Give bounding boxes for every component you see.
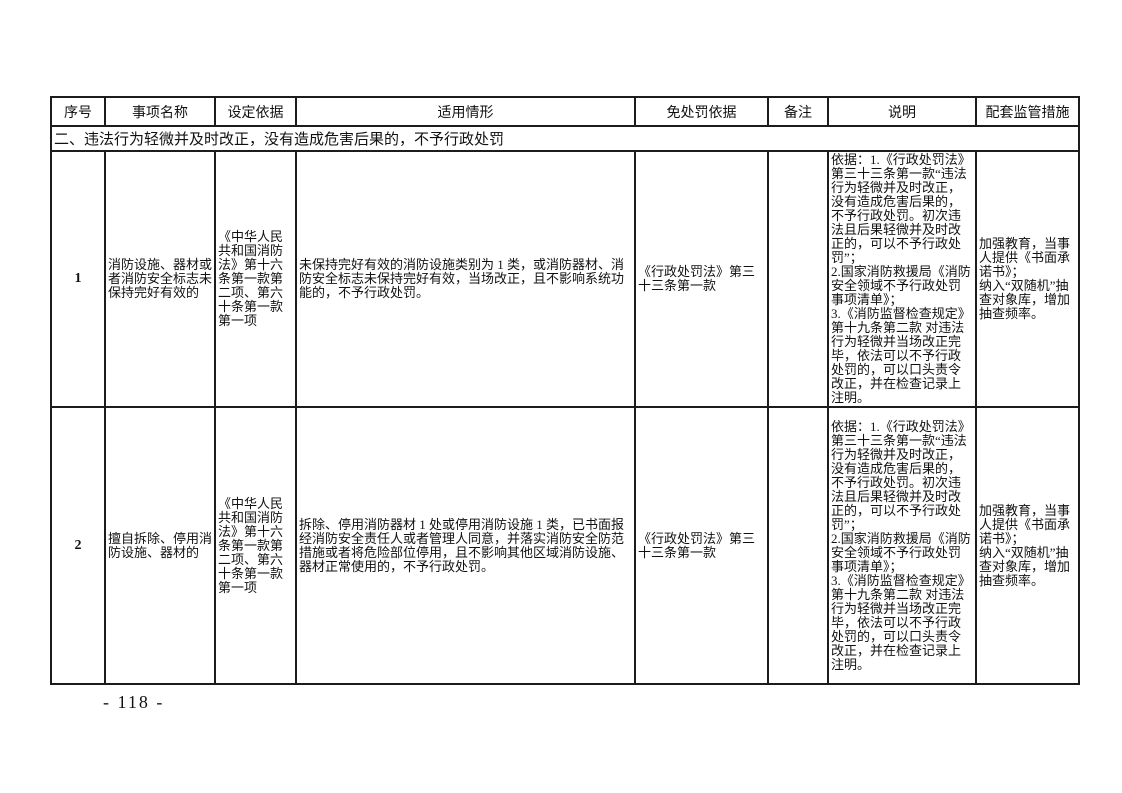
header-item-name: 事项名称 (104, 96, 216, 127)
header-explanation: 说明 (827, 96, 977, 127)
section-title: 二、违法行为轻微并及时改正，没有造成危害后果的，不予行政处罚 (50, 125, 1080, 152)
header-exemption-basis: 免处罚依据 (634, 96, 769, 127)
cell-item-name: 消防设施、器材或者消防安全标志未保持完好有效的 (104, 150, 216, 408)
cell-applicable-situation: 拆除、停用消防器材 1 处或停用消防设施 1 类，已书面报经消防安全责任人或者管… (295, 406, 636, 685)
section-title-row: 二、违法行为轻微并及时改正，没有造成危害后果的，不予行政处罚 (50, 125, 1080, 152)
page-number: - 118 - (103, 692, 165, 712)
cell-item-name: 擅自拆除、停用消防设施、器材的 (104, 406, 216, 685)
cell-explanation: 依据：1.《行政处罚法》第三十三条第一款“违法行为轻微并及时改正，没有造成危害后… (827, 406, 977, 685)
cell-exemption-basis: 《行政处罚法》第三十三条第一款 (634, 406, 769, 685)
cell-seq: 2 (50, 406, 106, 685)
header-remarks: 备注 (767, 96, 829, 127)
cell-supervision-measures: 加强教育，当事人提供《书面承诺书》； 纳入“双随机”抽查对象库，增加抽查频率。 (975, 150, 1080, 408)
cell-supervision-measures: 加强教育，当事人提供《书面承诺书》； 纳入“双随机”抽查对象库，增加抽查频率。 (975, 406, 1080, 685)
header-applicable-situation: 适用情形 (295, 96, 636, 127)
cell-applicable-situation: 未保持完好有效的消防设施类别为 1 类，或消防器材、消防安全标志未保持完好有效，… (295, 150, 636, 408)
cell-legal-basis: 《中华人民共和国消防法》第十六条第一款第二项、第六十条第一款第一项 (214, 150, 297, 408)
table-row: 1 消防设施、器材或者消防安全标志未保持完好有效的 《中华人民共和国消防法》第十… (50, 150, 1080, 408)
cell-remarks (767, 406, 829, 685)
cell-legal-basis: 《中华人民共和国消防法》第十六条第一款第二项、第六十条第一款第一项 (214, 406, 297, 685)
header-legal-basis: 设定依据 (214, 96, 297, 127)
header-supervision-measures: 配套监管措施 (975, 96, 1080, 127)
table-header-row: 序号 事项名称 设定依据 适用情形 免处罚依据 备注 说明 配套监管措施 (50, 96, 1080, 127)
table-row: 2 擅自拆除、停用消防设施、器材的 《中华人民共和国消防法》第十六条第一款第二项… (50, 406, 1080, 685)
cell-exemption-basis: 《行政处罚法》第三十三条第一款 (634, 150, 769, 408)
cell-seq: 1 (50, 150, 106, 408)
cell-explanation: 依据：1.《行政处罚法》第三十三条第一款“违法行为轻微并及时改正，没有造成危害后… (827, 150, 977, 408)
penalty-exemption-table: 序号 事项名称 设定依据 适用情形 免处罚依据 备注 说明 配套监管措施 二、违… (50, 96, 1080, 685)
cell-remarks (767, 150, 829, 408)
header-seq: 序号 (50, 96, 106, 127)
